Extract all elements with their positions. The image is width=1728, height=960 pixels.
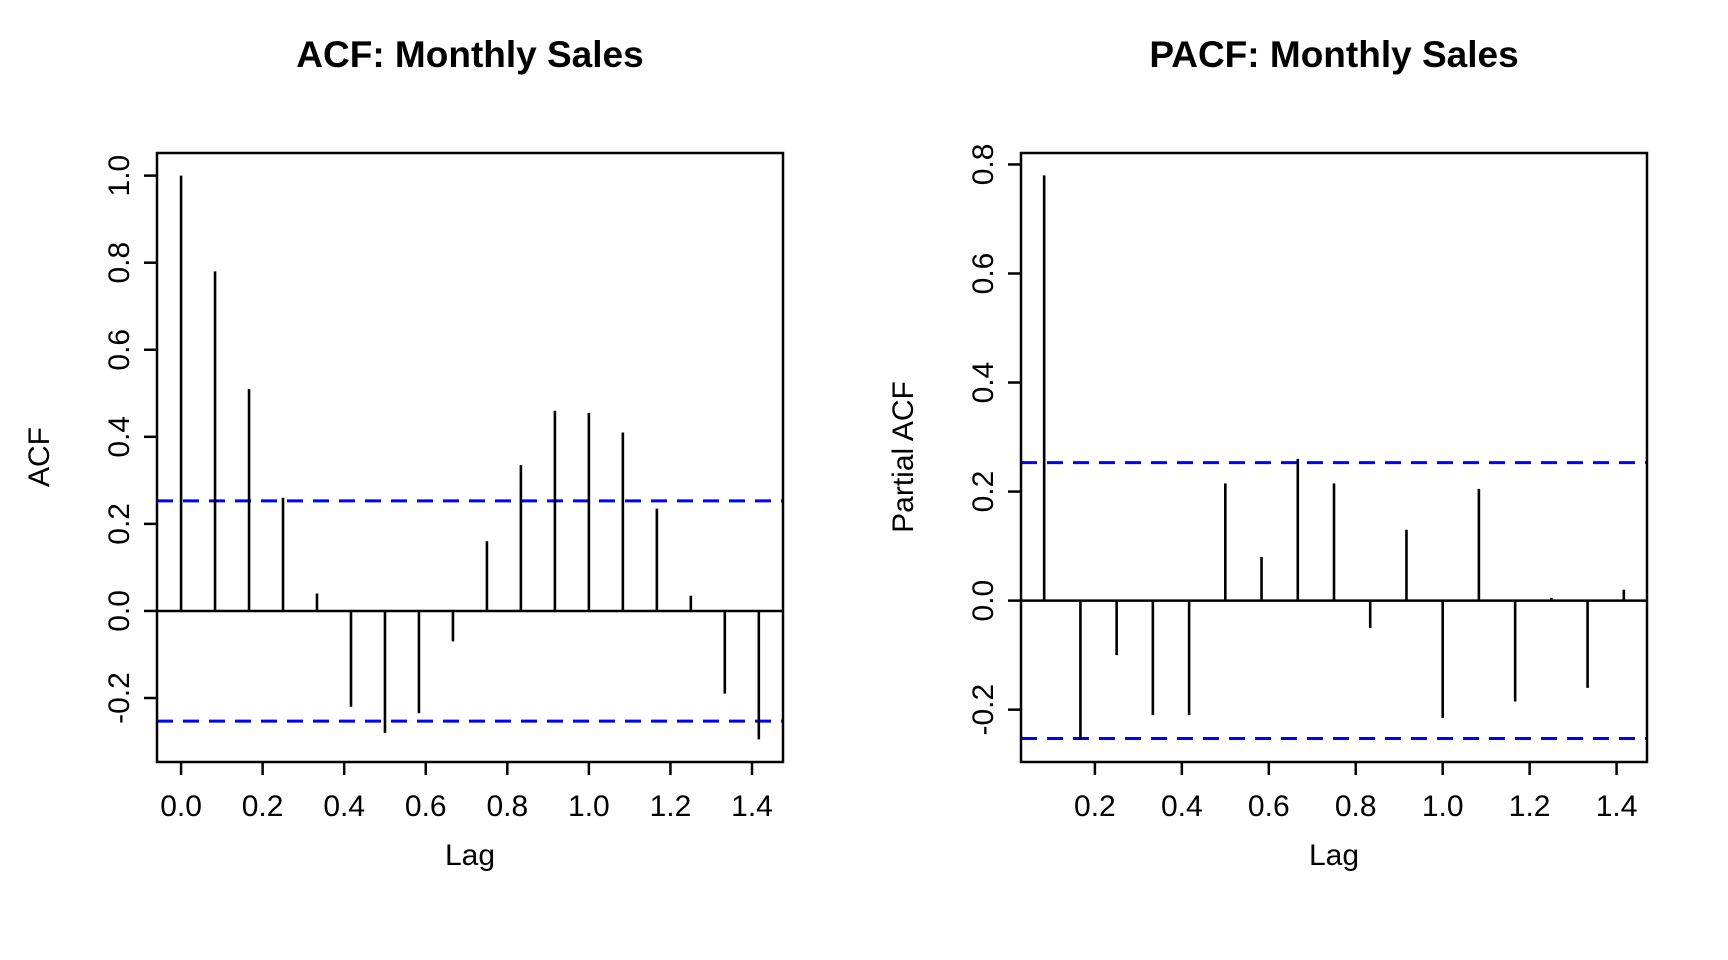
y-tick-label: 0.6 — [967, 253, 1000, 295]
x-tick-label: 0.4 — [323, 790, 365, 823]
x-tick-label: 0.4 — [1161, 790, 1203, 823]
y-tick-label: -0.2 — [967, 684, 1000, 736]
y-tick-label: 0.6 — [103, 329, 136, 371]
y-tick-label: 0.4 — [967, 362, 1000, 404]
pacf-plot-area: 0.2 0.4 0.6 0.8 1.0 1.2 1.4 0.8 0.6 0.4 0.2 0.0 -0.2 — [967, 144, 1649, 823]
pacf-panel-title: PACF: Monthly Sales — [1149, 34, 1519, 75]
x-tick-label: 1.4 — [1596, 790, 1638, 823]
plot-border — [155, 151, 785, 764]
x-tick-label: 1.0 — [568, 790, 610, 823]
x-tick-label: 1.0 — [1422, 790, 1464, 823]
plot-border — [1019, 151, 1649, 764]
acf-plot-area: 0.0 0.2 0.4 0.6 0.8 1.0 1.2 1.4 1.0 0.8 0.6 0.4 0.2 0… — [103, 151, 785, 823]
x-tick-label: 1.4 — [731, 790, 773, 823]
y-tick-label: 0.8 — [103, 242, 136, 284]
x-tick-label: 0.0 — [160, 790, 202, 823]
pacf-panel: PACF: Monthly Sales Partial ACF 0.2 0.4 0.… — [864, 0, 1728, 960]
acf-panel: ACF: Monthly Sales ACF 0.0 0.2 0.4 0.6 0.8 1.… — [23, 34, 785, 872]
x-tick-label: 1.2 — [1509, 790, 1551, 823]
y-tick-label: 0.0 — [967, 580, 1000, 622]
y-tick-label: 1.0 — [103, 155, 136, 197]
y-tick-label: 0.0 — [103, 590, 136, 632]
y-tick-label: 0.2 — [103, 503, 136, 545]
x-tick-label: 0.6 — [1248, 790, 1290, 823]
y-tick-label: 0.4 — [103, 416, 136, 458]
pacf-x-axis-label: Lag — [1308, 839, 1360, 872]
x-tick-label: 0.2 — [242, 790, 284, 823]
x-tick-label: 0.8 — [1335, 790, 1377, 823]
acf-x-axis-label: Lag — [444, 839, 496, 872]
y-tick-label: 0.2 — [967, 471, 1000, 513]
acf-panel-title: ACF: Monthly Sales — [296, 34, 644, 75]
x-tick-label: 1.2 — [650, 790, 692, 823]
y-tick-label: -0.2 — [103, 672, 136, 724]
x-tick-label: 0.2 — [1074, 790, 1116, 823]
x-tick-label: 0.8 — [486, 790, 528, 823]
x-tick-label: 0.6 — [405, 790, 447, 823]
y-tick-label: 0.8 — [967, 144, 1000, 186]
